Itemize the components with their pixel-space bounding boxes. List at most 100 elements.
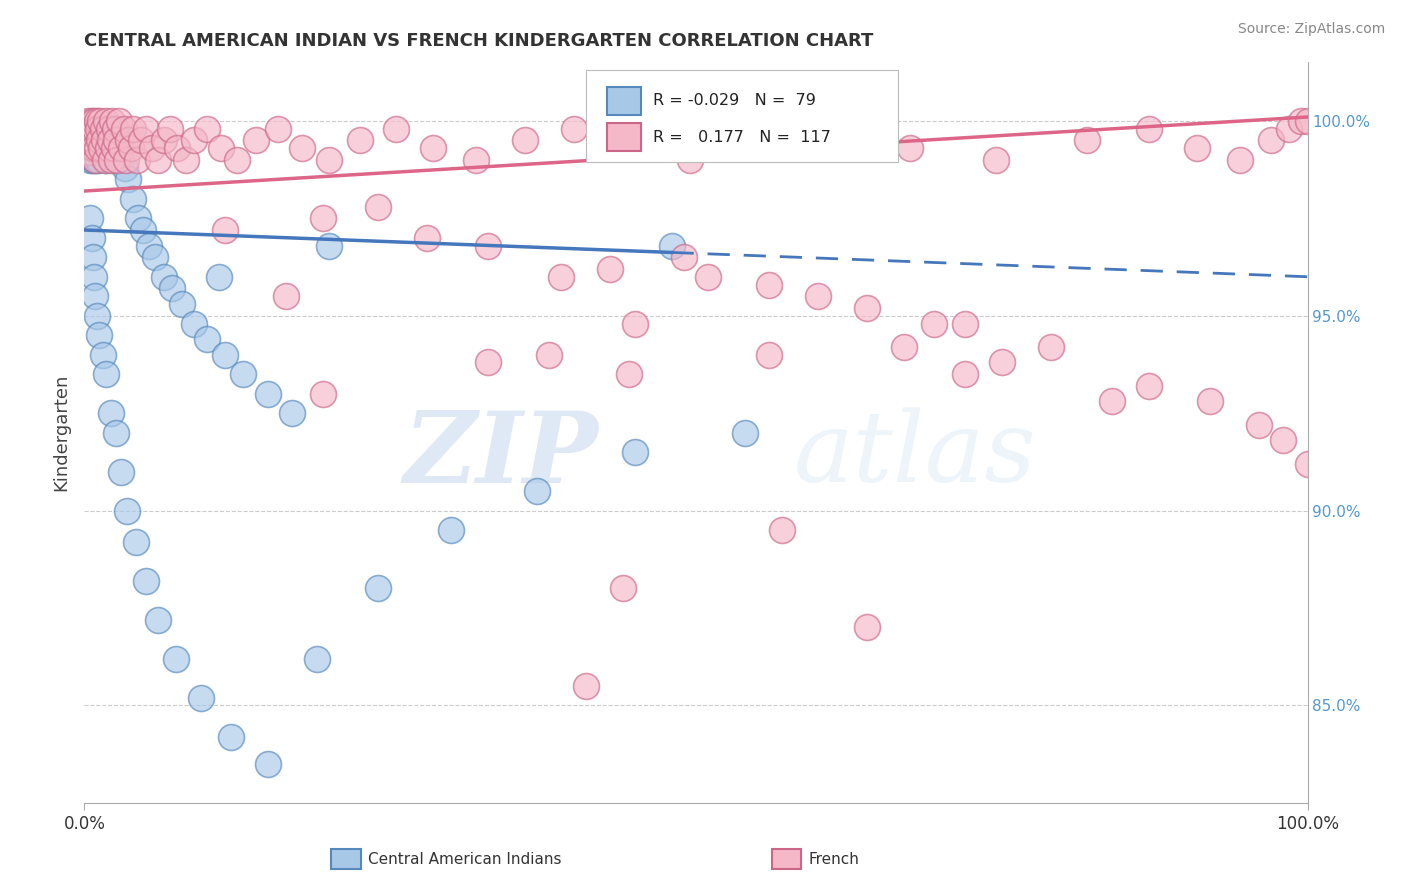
Bar [772,848,801,870]
Point [96,114,118,128]
Point [117,133,139,147]
Point [122,192,145,206]
Point [89,121,111,136]
Point [77,133,100,147]
Point [257,386,280,401]
Point [1101,394,1123,409]
Point [76,121,98,136]
Point [141,141,163,155]
Point [624,317,647,331]
Point [953,317,976,331]
Point [125,534,148,549]
Point [110,153,132,167]
Point [132,223,155,237]
Point [79,121,101,136]
Point [86,141,108,155]
Point [91,348,114,362]
Point [93,121,115,136]
Point [77,145,100,159]
Point [105,133,128,147]
Point [526,484,548,499]
Point [477,238,499,252]
Point [87,121,110,136]
Point [312,211,335,226]
Text: R =   0.177   N =  117: R = 0.177 N = 117 [654,130,831,145]
Point [349,133,371,147]
Point [162,281,184,295]
Point [80,114,103,128]
Point [984,153,1007,167]
Point [83,269,105,284]
Point [195,332,218,346]
Point [107,114,129,128]
Point [190,690,212,705]
Point [97,141,120,155]
Point [898,141,921,155]
Point [84,289,107,303]
Point [575,679,598,693]
Point [100,121,122,136]
Point [91,121,114,136]
Point [87,153,110,167]
Point [80,141,103,155]
Point [1229,153,1251,167]
Point [86,309,108,323]
Point [87,328,110,343]
Point [276,289,298,303]
Point [1296,114,1319,128]
Point [110,465,132,479]
Point [87,141,110,155]
Text: ZIP: ZIP [404,407,598,503]
Point [105,425,128,440]
Text: French: French [808,852,859,866]
Point [807,289,830,303]
Point [318,238,340,252]
Point [661,238,683,252]
Point [617,141,640,155]
Point [129,133,152,147]
Point [281,406,304,420]
Point [477,355,499,369]
Point [312,386,335,401]
FancyBboxPatch shape [586,70,898,162]
Point [87,133,110,147]
Point [209,141,232,155]
Point [856,620,879,634]
Point [159,121,181,136]
Point [82,133,104,147]
Point [422,141,444,155]
Point [266,121,288,136]
Point [79,211,101,226]
Point [86,121,108,136]
Point [115,153,138,167]
Point [82,121,104,136]
Point [1296,457,1319,471]
Point [103,153,125,167]
Point [105,153,128,167]
Point [103,141,125,155]
Point [105,121,128,136]
Point [440,523,463,537]
Point [1137,379,1160,393]
Point [84,153,107,167]
Point [1076,133,1098,147]
Point [80,231,103,245]
Point [90,141,112,155]
Point [318,153,340,167]
Point [166,141,188,155]
Point [893,340,915,354]
Point [135,574,157,588]
Point [538,348,561,362]
Point [125,153,148,167]
Bar [606,87,641,115]
Point [83,141,105,155]
Point [195,121,218,136]
Y-axis label: Kindergarten: Kindergarten [52,374,70,491]
Point [77,133,100,147]
Point [214,348,236,362]
Point [117,172,139,186]
Point [1291,114,1313,128]
Point [96,367,118,381]
Point [305,651,328,665]
Point [172,297,194,311]
